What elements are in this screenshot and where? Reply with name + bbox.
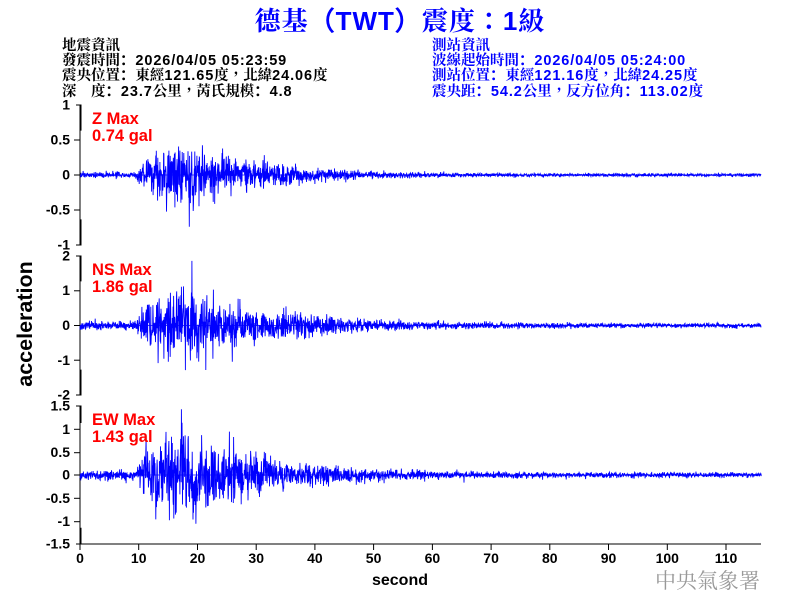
svg-text:0: 0 [76, 550, 84, 566]
svg-text:0: 0 [62, 467, 70, 483]
svg-text:0.5: 0.5 [51, 444, 71, 460]
svg-text:1.43 gal: 1.43 gal [92, 428, 153, 446]
svg-text:1: 1 [62, 421, 70, 437]
svg-text:acceleration: acceleration [13, 261, 37, 386]
svg-text:-1: -1 [58, 513, 71, 529]
svg-text:1.5: 1.5 [51, 398, 71, 414]
svg-text:-0.5: -0.5 [46, 490, 70, 506]
svg-text:-1.5: -1.5 [46, 536, 70, 552]
svg-text:30: 30 [248, 550, 264, 566]
svg-text:1: 1 [62, 282, 70, 298]
svg-text:0: 0 [62, 167, 70, 183]
svg-text:110: 110 [715, 550, 738, 566]
svg-text:second: second [372, 572, 428, 589]
svg-text:EW Max: EW Max [92, 411, 156, 429]
svg-text:50: 50 [366, 550, 382, 566]
svg-text:0: 0 [62, 317, 70, 333]
svg-text:40: 40 [307, 550, 323, 566]
svg-text:70: 70 [483, 550, 499, 566]
svg-text:1: 1 [62, 97, 70, 113]
svg-text:NS Max: NS Max [92, 261, 152, 279]
svg-text:80: 80 [542, 550, 558, 566]
svg-text:-1: -1 [58, 352, 71, 368]
svg-text:-0.5: -0.5 [46, 202, 70, 218]
svg-text:0.74 gal: 0.74 gal [92, 127, 153, 145]
svg-text:2: 2 [62, 248, 70, 264]
svg-text:Z Max: Z Max [92, 110, 140, 128]
svg-text:90: 90 [601, 550, 617, 566]
svg-text:10: 10 [131, 550, 147, 566]
svg-text:0.5: 0.5 [51, 132, 71, 148]
svg-text:60: 60 [425, 550, 441, 566]
svg-text:100: 100 [656, 550, 680, 566]
svg-text:20: 20 [190, 550, 206, 566]
svg-text:1.86 gal: 1.86 gal [92, 278, 153, 296]
